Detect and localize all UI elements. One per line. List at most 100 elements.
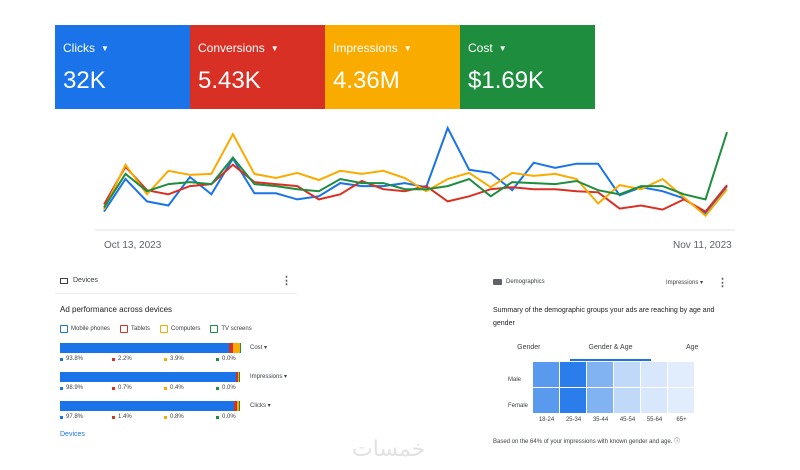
tablet-icon — [120, 325, 129, 333]
devices-icon — [60, 277, 68, 284]
metric-card-conversions[interactable]: Conversions ▼ 5.43K — [190, 25, 325, 109]
x-axis-end-label: Nov 11, 2023 — [673, 240, 732, 251]
device-bar-row: Impressions ▾ 98.9% 0.7% 0.4% 0.0% — [60, 372, 297, 401]
legend-dot — [60, 415, 63, 419]
bar-segment — [239, 372, 240, 382]
bar-segment — [236, 372, 238, 382]
series-line-cost — [103, 131, 728, 209]
metric-value: 5.43K — [198, 67, 261, 94]
devices-header-title: Devices — [73, 277, 98, 284]
metric-cards: Clicks ▼ 32K Conversions ▼ 5.43K Impressio… — [55, 25, 595, 109]
metric-label: Cost ▼ — [468, 41, 507, 55]
metric-value: $1.69K — [468, 67, 545, 94]
metric-value: 32K — [63, 67, 106, 94]
legend-dot — [112, 415, 115, 419]
demographics-header-title: Demographics — [506, 279, 545, 285]
demographics-summary: Summary of the demographic groups your a… — [493, 307, 715, 327]
age-label: 25-34 — [565, 417, 582, 423]
heatmap-cell[interactable] — [641, 388, 668, 414]
age-label: 18-24 — [538, 417, 555, 423]
legend-item: Mobile phones — [60, 325, 110, 333]
age-label: 55-64 — [646, 417, 663, 423]
legend-dot — [164, 357, 167, 361]
bar-segment — [234, 401, 237, 411]
bar-percentages: 93.8% 2.2% 3.9% 0.0% — [60, 356, 268, 362]
more-options-icon[interactable]: ⋮ — [281, 275, 292, 287]
heatmap-cell[interactable] — [587, 388, 614, 414]
metric-card-clicks[interactable]: Clicks ▼ 32K — [55, 25, 190, 109]
watermark-logo: خمسات — [352, 437, 426, 462]
series-line-impressions — [103, 131, 728, 218]
age-label: 45-54 — [619, 417, 636, 423]
device-bar-row: Clicks ▾ 97.8% 1.4% 0.8% 0.0% — [60, 401, 297, 430]
metric-label: Conversions ▼ — [198, 41, 279, 55]
bar-segment — [60, 372, 237, 382]
heatmap-cell[interactable] — [587, 362, 614, 388]
metric-card-cost[interactable]: Cost ▼ $1.69K — [460, 25, 595, 109]
bar-segment — [239, 401, 240, 411]
tab-gender-age[interactable]: Gender & Age — [569, 344, 652, 361]
stacked-bar[interactable] — [60, 372, 240, 382]
demographics-note: Based on the 64% of your impressions wit… — [493, 439, 681, 445]
metric-selector[interactable]: Impressions ▾ — [250, 374, 288, 380]
devices-link[interactable]: Devices — [60, 431, 85, 438]
tv-screen-icon — [210, 325, 219, 333]
bar-percentages: 98.9% 0.7% 0.4% 0.0% — [60, 385, 268, 391]
legend-dot — [60, 386, 63, 390]
demographics-header: Demographics Impressions ▾ ⋮ — [488, 268, 733, 296]
x-axis-start-label: Oct 13, 2023 — [104, 240, 162, 251]
bar-segment — [237, 372, 240, 382]
bar-segment — [60, 401, 235, 411]
devices-panel: Devices ⋮ Ad performance across devices … — [55, 268, 297, 458]
mobile-phone-icon — [60, 325, 68, 333]
bar-segment — [236, 401, 240, 411]
computer-icon — [160, 325, 169, 333]
impressions-dropdown[interactable]: Impressions ▾ — [665, 279, 703, 286]
bar-segment — [228, 343, 233, 353]
legend-item: TV screens — [210, 325, 252, 333]
dropdown-caret-icon: ▼ — [270, 43, 279, 53]
legend-dot — [164, 386, 167, 390]
heatmap-cell[interactable] — [614, 362, 641, 388]
heatmap-cell[interactable] — [560, 388, 587, 414]
metric-label: Impressions ▼ — [333, 41, 412, 55]
metric-card-impressions[interactable]: Impressions ▼ 4.36M — [325, 25, 460, 109]
tab-age[interactable]: Age — [685, 344, 699, 351]
devices-header: Devices ⋮ — [55, 268, 297, 294]
heatmap-cell[interactable] — [533, 362, 560, 388]
metric-value: 4.36M — [333, 67, 400, 94]
heatmap-cell[interactable] — [668, 388, 695, 414]
chart-plot — [95, 125, 735, 231]
demographics-icon — [493, 279, 502, 285]
tab-gender[interactable]: Gender — [517, 344, 541, 351]
heatmap-cell[interactable] — [668, 362, 695, 388]
legend-dot — [112, 357, 115, 361]
age-label: 65+ — [676, 417, 687, 423]
legend-item: Tablets — [120, 325, 150, 333]
metric-selector[interactable]: Cost ▾ — [250, 345, 268, 351]
legend-dot — [216, 386, 219, 390]
dropdown-caret-icon: ▼ — [498, 43, 507, 53]
demographics-panel: Demographics Impressions ▾ ⋮ Summary of … — [488, 268, 733, 458]
devices-title: Ad performance across devices — [60, 305, 173, 314]
metric-selector[interactable]: Clicks ▾ — [250, 403, 271, 409]
legend-dot — [216, 357, 219, 361]
heatmap-cell[interactable] — [641, 362, 668, 388]
device-bars: Cost ▾ 93.8% 2.2% 3.9% 0.0% Impressions … — [60, 343, 297, 430]
devices-legend: Mobile phones Tablets Computers TV scree… — [60, 325, 297, 333]
stacked-bar[interactable] — [60, 401, 240, 411]
heatmap-cell[interactable] — [533, 388, 560, 414]
more-options-icon[interactable]: ⋮ — [717, 276, 728, 289]
heatmap-cell[interactable] — [614, 388, 641, 414]
dropdown-caret-icon: ▼ — [101, 43, 109, 53]
stacked-bar[interactable] — [60, 343, 240, 353]
heatmap-cell[interactable] — [560, 362, 587, 388]
legend-dot — [216, 415, 219, 419]
legend-dot — [164, 415, 167, 419]
legend-dot — [112, 386, 115, 390]
device-bar-row: Cost ▾ 93.8% 2.2% 3.9% 0.0% — [60, 343, 297, 372]
legend-item: Computers — [160, 325, 200, 333]
performance-line-chart[interactable]: Oct 13, 2023 Nov 11, 2023 — [95, 118, 735, 258]
row-label-female: Female — [508, 403, 529, 409]
metric-label: Clicks ▼ — [63, 41, 109, 55]
